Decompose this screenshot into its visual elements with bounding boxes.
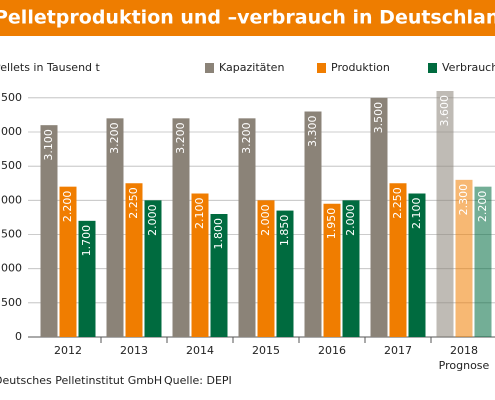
- legend-label: Kapazitäten: [219, 61, 284, 74]
- x-tick-label: 2016: [318, 344, 346, 357]
- bar: [191, 193, 209, 337]
- bar: [276, 210, 294, 337]
- value-label: 2.000: [344, 204, 357, 236]
- bar: [304, 111, 322, 337]
- forecast-label: Prognose: [439, 359, 490, 372]
- y-tick-label: 500: [1, 296, 22, 309]
- footer-source: Deutsches Pelletinstitut GmbH: [0, 374, 162, 387]
- value-label: 2.000: [259, 204, 272, 236]
- bar: [125, 183, 143, 337]
- bar: [408, 193, 426, 337]
- y-tick-label: 2.000: [0, 193, 22, 206]
- bar: [144, 200, 162, 337]
- y-tick-label: 0: [15, 330, 22, 343]
- value-label: 3.600: [438, 95, 451, 127]
- value-label: 2.100: [410, 198, 423, 230]
- bar: [257, 200, 275, 337]
- x-tick-label: 2013: [120, 344, 148, 357]
- value-label: 2.200: [476, 191, 489, 223]
- value-label: 1.700: [80, 225, 93, 256]
- value-label: 2.250: [127, 187, 140, 219]
- bar: [59, 186, 77, 337]
- bar: [342, 200, 360, 337]
- legend-label: Produktion: [331, 61, 390, 74]
- y-tick-label: 2.500: [0, 159, 22, 172]
- bar: [389, 183, 407, 337]
- value-label: 1.950: [325, 208, 338, 240]
- value-label: 2.000: [146, 204, 159, 236]
- y-axis-label: Pellets in Tausend t: [0, 61, 101, 74]
- value-label: 3.500: [372, 102, 385, 134]
- x-tick-label: 2018: [450, 344, 478, 357]
- bar: [40, 125, 58, 338]
- chart-title: Pelletproduktion und –verbrauch in Deuts…: [0, 7, 495, 29]
- bar: [106, 118, 124, 337]
- x-tick-label: 2017: [384, 344, 412, 357]
- value-label: 3.100: [42, 129, 55, 161]
- value-label: 3.200: [108, 122, 121, 154]
- legend-swatch: [205, 63, 214, 73]
- x-tick-label: 2015: [252, 344, 280, 357]
- bar: [210, 214, 228, 337]
- value-label: 3.300: [306, 116, 319, 148]
- value-label: 2.300: [457, 184, 470, 216]
- y-tick-label: 1.000: [0, 262, 22, 275]
- bar: [323, 203, 341, 337]
- legend-swatch: [428, 63, 437, 73]
- x-tick-label: 2012: [54, 344, 82, 357]
- y-tick-label: 3.000: [0, 125, 22, 138]
- value-label: 2.200: [61, 191, 74, 223]
- bar: [238, 118, 256, 337]
- bar: [455, 179, 473, 337]
- bar: [78, 220, 96, 337]
- value-label: 2.100: [193, 198, 206, 230]
- title-bar: [0, 0, 495, 36]
- value-label: 1.800: [212, 218, 225, 250]
- bar: [370, 97, 388, 337]
- y-tick-label: 1.500: [0, 228, 22, 241]
- bar: [474, 186, 492, 337]
- value-label: 3.200: [174, 122, 187, 154]
- legend-swatch: [317, 63, 326, 73]
- x-tick-label: 2014: [186, 344, 214, 357]
- footer-source: Quelle: DEPI: [164, 374, 232, 387]
- legend-label: Verbrauch: [442, 61, 495, 74]
- bar: [172, 118, 190, 337]
- value-label: 2.250: [391, 187, 404, 219]
- y-tick-label: 3.500: [0, 91, 22, 104]
- value-label: 3.200: [240, 122, 253, 154]
- value-label: 1.850: [278, 215, 291, 247]
- bar: [436, 91, 454, 337]
